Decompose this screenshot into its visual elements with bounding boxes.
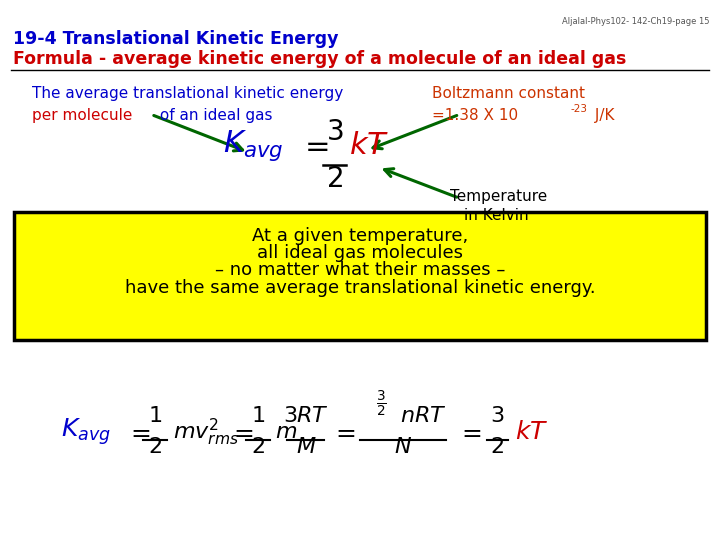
- Text: $=$: $=$: [126, 420, 151, 444]
- Text: – no matter what their masses –: – no matter what their masses –: [215, 261, 505, 279]
- Text: $3RT$: $3RT$: [283, 406, 329, 426]
- Text: $K_{avg}$: $K_{avg}$: [61, 417, 111, 447]
- Text: $=$: $=$: [299, 131, 329, 160]
- Text: all ideal gas molecules: all ideal gas molecules: [257, 244, 463, 262]
- Text: in Kelvin: in Kelvin: [464, 208, 529, 224]
- Text: Boltzmann constant: Boltzmann constant: [432, 86, 585, 102]
- Text: $=$: $=$: [331, 420, 356, 444]
- Text: $m$: $m$: [275, 422, 297, 442]
- Text: =1.38 X 10: =1.38 X 10: [432, 108, 518, 123]
- Text: $1$: $1$: [251, 406, 265, 426]
- Text: $K_{avg}$: $K_{avg}$: [223, 129, 284, 163]
- Text: per molecule: per molecule: [32, 108, 132, 123]
- Text: $2$: $2$: [490, 437, 504, 457]
- Text: The average translational kinetic energy: The average translational kinetic energy: [32, 86, 343, 102]
- Text: $kT$: $kT$: [515, 420, 548, 444]
- Text: -23: -23: [570, 104, 588, 114]
- Text: $mv_{rms}^{2}$: $mv_{rms}^{2}$: [173, 416, 239, 448]
- Text: Formula - average kinetic energy of a molecule of an ideal gas: Formula - average kinetic energy of a mo…: [13, 50, 626, 68]
- Text: $\frac{3}{2}$: $\frac{3}{2}$: [377, 389, 387, 419]
- Text: $nRT$: $nRT$: [400, 406, 446, 426]
- Text: Temperature: Temperature: [450, 189, 547, 204]
- Text: $kT$: $kT$: [349, 131, 390, 160]
- Text: $2$: $2$: [251, 437, 265, 457]
- Text: $3$: $3$: [490, 406, 504, 426]
- Text: $M$: $M$: [296, 437, 316, 457]
- Text: $2$: $2$: [148, 437, 162, 457]
- Text: At a given temperature,: At a given temperature,: [252, 227, 468, 245]
- Text: 19-4 Translational Kinetic Energy: 19-4 Translational Kinetic Energy: [13, 30, 338, 48]
- Text: Aljalal-Phys102- 142-Ch19-page 15: Aljalal-Phys102- 142-Ch19-page 15: [562, 17, 709, 26]
- Text: $1$: $1$: [148, 406, 162, 426]
- Text: $3$: $3$: [326, 118, 343, 146]
- Text: $=$: $=$: [229, 420, 254, 444]
- Text: $2$: $2$: [326, 165, 343, 193]
- Text: $=$: $=$: [457, 420, 482, 444]
- Text: J/K: J/K: [590, 108, 615, 123]
- Text: $N$: $N$: [394, 437, 413, 457]
- Text: of an ideal gas: of an ideal gas: [155, 108, 272, 123]
- Text: have the same average translational kinetic energy.: have the same average translational kine…: [125, 279, 595, 296]
